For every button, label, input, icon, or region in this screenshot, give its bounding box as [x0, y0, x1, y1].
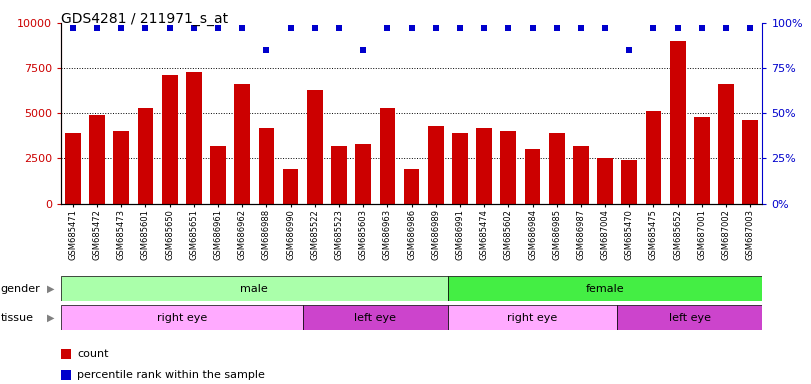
Point — [115, 25, 128, 31]
Point — [647, 25, 660, 31]
Bar — [452, 133, 468, 204]
Point — [526, 25, 539, 31]
Bar — [670, 41, 685, 204]
Point — [599, 25, 611, 31]
Text: count: count — [77, 349, 109, 359]
Text: tissue: tissue — [1, 313, 34, 323]
Point — [453, 25, 466, 31]
Bar — [162, 75, 178, 204]
Point — [236, 25, 249, 31]
Text: left eye: left eye — [354, 313, 397, 323]
Bar — [448, 276, 762, 301]
Bar — [621, 160, 637, 204]
Bar — [404, 169, 419, 204]
Bar — [114, 131, 129, 204]
Point — [260, 47, 273, 53]
Point — [672, 25, 684, 31]
Point — [550, 25, 563, 31]
Point — [744, 25, 757, 31]
Bar — [549, 133, 564, 204]
Point — [405, 25, 418, 31]
Text: female: female — [586, 284, 624, 294]
Text: ▶: ▶ — [47, 284, 55, 294]
Bar — [646, 111, 661, 204]
Bar — [283, 169, 298, 204]
Text: right eye: right eye — [508, 313, 558, 323]
Bar — [380, 108, 395, 204]
Point — [333, 25, 345, 31]
Bar — [617, 305, 762, 330]
Bar — [500, 131, 517, 204]
Point — [284, 25, 297, 31]
Bar — [742, 121, 758, 204]
Bar — [719, 84, 734, 204]
Bar — [259, 128, 274, 204]
Point — [357, 47, 370, 53]
Point — [139, 25, 152, 31]
Point — [381, 25, 394, 31]
Point — [695, 25, 708, 31]
Bar — [186, 72, 202, 204]
Point — [478, 25, 491, 31]
Bar — [355, 144, 371, 204]
Bar — [65, 133, 81, 204]
Text: gender: gender — [1, 284, 41, 294]
Bar — [138, 108, 153, 204]
Point — [719, 25, 732, 31]
Bar — [597, 159, 613, 204]
Point — [212, 25, 225, 31]
Bar — [331, 146, 347, 204]
Text: right eye: right eye — [157, 313, 207, 323]
Bar — [573, 146, 589, 204]
Point — [308, 25, 321, 31]
Bar — [428, 126, 444, 204]
Bar — [61, 276, 448, 301]
Text: ▶: ▶ — [47, 313, 55, 323]
Bar — [234, 84, 250, 204]
Bar — [694, 117, 710, 204]
Bar — [61, 305, 303, 330]
Text: left eye: left eye — [669, 313, 710, 323]
Text: male: male — [241, 284, 268, 294]
Text: percentile rank within the sample: percentile rank within the sample — [77, 370, 265, 380]
Bar — [303, 305, 448, 330]
Bar — [525, 149, 540, 204]
Text: GDS4281 / 211971_s_at: GDS4281 / 211971_s_at — [61, 12, 228, 25]
Point — [502, 25, 515, 31]
Bar — [89, 115, 105, 204]
Bar — [476, 128, 492, 204]
Point — [187, 25, 200, 31]
Point — [163, 25, 176, 31]
Point — [429, 25, 442, 31]
Bar — [307, 90, 323, 204]
Point — [67, 25, 79, 31]
Bar — [448, 305, 617, 330]
Bar — [210, 146, 226, 204]
Point — [574, 25, 587, 31]
Point — [91, 25, 104, 31]
Point — [623, 47, 636, 53]
